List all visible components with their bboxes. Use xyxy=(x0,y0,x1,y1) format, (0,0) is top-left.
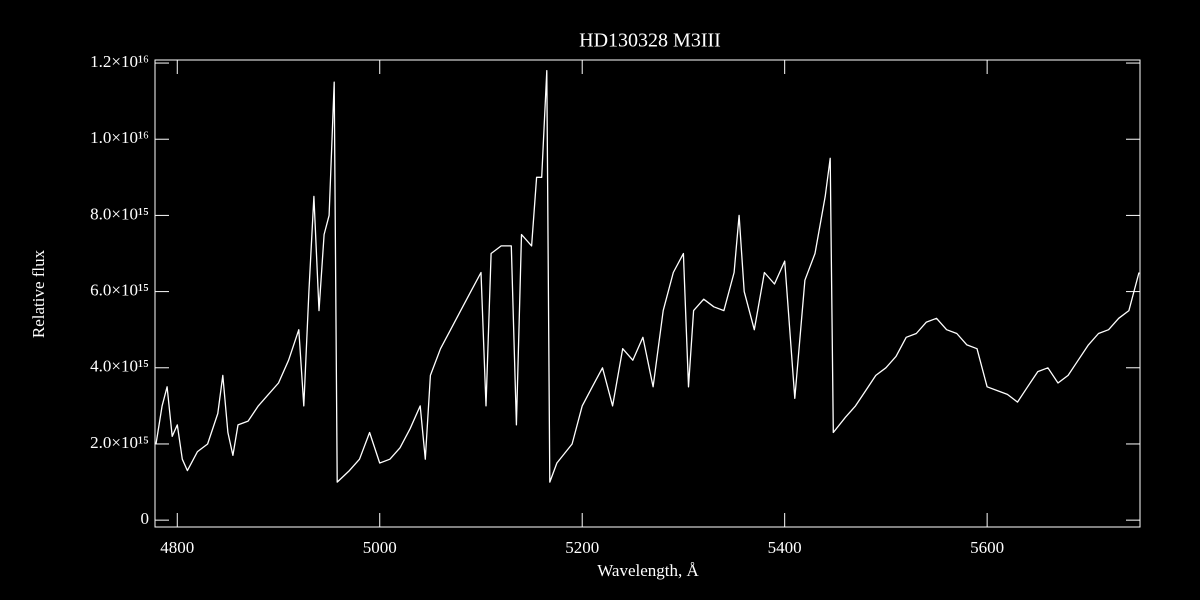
y-tick-label: 4.0×10¹⁵ xyxy=(90,357,149,376)
x-tick-label: 5200 xyxy=(565,538,599,557)
y-axis-label: Relative flux xyxy=(29,249,48,338)
y-tick-label: 8.0×10¹⁵ xyxy=(90,204,149,223)
chart-title: HD130328 M3III xyxy=(579,30,721,52)
x-tick-label: 5600 xyxy=(970,538,1004,557)
plot-frame xyxy=(154,59,1141,528)
x-tick-label: 4800 xyxy=(160,538,194,557)
spectrum-line xyxy=(155,70,1140,483)
y-tick-label: 6.0×10¹⁵ xyxy=(90,281,149,300)
y-tick-label: 1.0×10¹⁶ xyxy=(90,128,149,147)
x-tick-label: 5400 xyxy=(768,538,802,557)
y-tick-label: 2.0×10¹⁵ xyxy=(90,433,149,452)
x-tick-label: 5000 xyxy=(363,538,397,557)
y-tick-label: 1.2×10¹⁶ xyxy=(90,52,149,71)
y-tick-label: 0 xyxy=(141,509,150,528)
x-axis-label: Wavelength, Å xyxy=(597,561,699,580)
